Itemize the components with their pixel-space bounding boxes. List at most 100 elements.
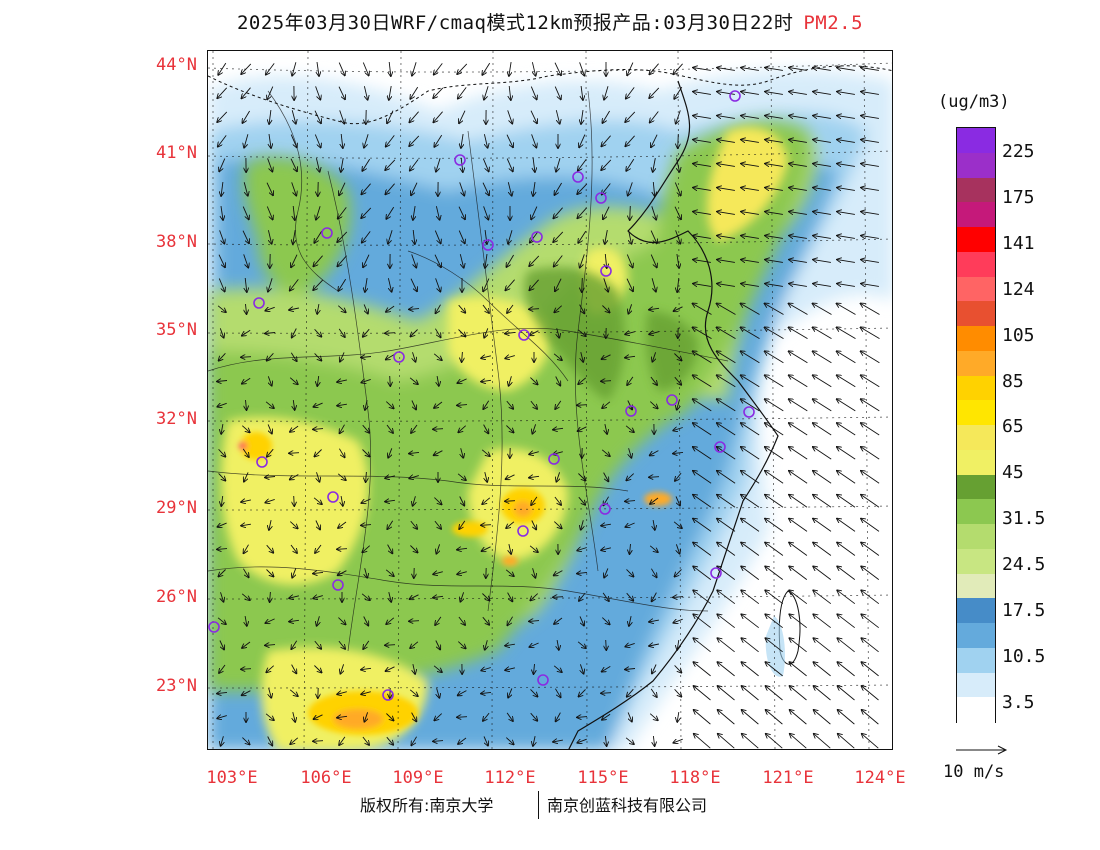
wind-arrow bbox=[484, 86, 489, 99]
wind-arrow bbox=[361, 692, 371, 695]
wind-arrow bbox=[485, 471, 487, 482]
wind-arrow bbox=[625, 111, 636, 122]
colorbar bbox=[956, 127, 996, 724]
wind-arrow bbox=[433, 741, 444, 742]
city-marker bbox=[537, 674, 549, 686]
wind-arrow bbox=[291, 640, 298, 649]
colorbar-swatch bbox=[957, 425, 995, 451]
wind-arrow bbox=[267, 158, 273, 171]
wind-arrow bbox=[554, 182, 562, 195]
wind-arrow bbox=[693, 638, 711, 653]
wind-arrow bbox=[389, 86, 391, 100]
wind-arrow bbox=[385, 645, 396, 646]
wind-arrow bbox=[765, 590, 784, 605]
wind-arrow bbox=[290, 352, 296, 361]
wind-arrow bbox=[625, 332, 635, 335]
wind-arrow bbox=[483, 736, 488, 745]
wind-arrow bbox=[553, 207, 563, 219]
wind-arrow bbox=[217, 403, 227, 406]
city-marker bbox=[666, 394, 678, 406]
city-marker bbox=[321, 227, 333, 239]
wind-arrow bbox=[366, 471, 367, 482]
wind-arrow bbox=[242, 110, 250, 123]
wind-arrow bbox=[717, 212, 735, 215]
wind-arrow bbox=[363, 328, 370, 337]
wind-arrow bbox=[813, 423, 832, 436]
wind-arrow bbox=[337, 231, 348, 242]
wind-arrow bbox=[789, 519, 808, 532]
wind-arrow bbox=[505, 332, 516, 333]
wind-arrow bbox=[411, 254, 417, 267]
wind-arrow bbox=[553, 231, 564, 242]
wind-arrow bbox=[861, 188, 879, 191]
city-marker bbox=[714, 441, 726, 453]
wind-arrow bbox=[837, 566, 856, 580]
wind-arrow bbox=[412, 62, 417, 75]
wind-arrow bbox=[814, 710, 831, 725]
wind-arrow bbox=[581, 86, 583, 100]
wind-arrow bbox=[675, 569, 682, 576]
city-marker bbox=[517, 525, 529, 537]
wind-arrow bbox=[630, 543, 631, 554]
city-marker bbox=[531, 231, 543, 243]
wind-arrow bbox=[433, 572, 443, 575]
wind-arrow bbox=[434, 254, 441, 268]
wind-arrow bbox=[293, 400, 294, 410]
wind-arrow bbox=[741, 662, 759, 677]
wind-arrow bbox=[765, 543, 784, 556]
wind-arrow bbox=[861, 543, 880, 556]
wind-arrow bbox=[221, 736, 224, 746]
wind-arrow bbox=[626, 592, 634, 601]
wind-arrow bbox=[217, 692, 228, 693]
wind-arrow bbox=[385, 476, 396, 478]
city-marker bbox=[710, 567, 722, 579]
wind-arrow bbox=[507, 616, 513, 626]
wind-arrow bbox=[625, 501, 636, 502]
wind-arrow bbox=[789, 188, 807, 191]
wind-arrow bbox=[217, 617, 226, 624]
wind-arrow bbox=[676, 110, 681, 123]
wind-arrow bbox=[554, 62, 561, 76]
wind-arrow bbox=[602, 401, 611, 408]
wind-arrow bbox=[241, 593, 250, 600]
lat-label-26n: 26°N bbox=[156, 587, 197, 607]
wind-arrow bbox=[837, 495, 856, 508]
wind-arrow bbox=[530, 110, 537, 124]
wind-arrow bbox=[554, 496, 561, 505]
wind-arrow bbox=[649, 620, 659, 622]
lon-label-121e: 121°E bbox=[762, 768, 814, 788]
wind-arrow bbox=[385, 333, 396, 334]
wind-arrow bbox=[460, 592, 463, 601]
wind-arrow bbox=[741, 140, 759, 143]
wind-arrow bbox=[313, 572, 324, 573]
wind-arrow bbox=[387, 544, 393, 554]
wind-arrow bbox=[861, 590, 880, 605]
wind-arrow bbox=[529, 309, 540, 310]
wind-arrow bbox=[765, 351, 784, 364]
lat-label-23n: 23°N bbox=[156, 676, 197, 696]
wind-arrow bbox=[625, 643, 635, 646]
wind-arrow bbox=[435, 640, 440, 650]
wind-arrow bbox=[265, 499, 275, 502]
wind-arrow bbox=[837, 284, 855, 287]
wind-arrow bbox=[268, 278, 273, 291]
wind-arrow bbox=[741, 68, 759, 71]
wind-arrow bbox=[813, 140, 831, 143]
lon-label-103e: 103°E bbox=[206, 768, 258, 788]
colorbar-swatch bbox=[957, 623, 995, 649]
wind-arrow bbox=[578, 426, 587, 431]
wind-arrow bbox=[717, 68, 735, 71]
wind-arrow bbox=[717, 614, 735, 629]
wind-arrow bbox=[362, 158, 371, 171]
wind-arrow bbox=[410, 520, 417, 529]
wind-arrow bbox=[533, 736, 535, 746]
wind-arrow bbox=[482, 593, 489, 601]
wind-arrow bbox=[457, 63, 468, 74]
wind-arrow bbox=[361, 207, 372, 218]
wind-arrow bbox=[361, 379, 371, 382]
wind-arrow bbox=[861, 68, 879, 71]
wind-arrow bbox=[837, 140, 855, 143]
colorbar-swatch bbox=[957, 598, 995, 625]
wind-arrow bbox=[789, 543, 808, 556]
wind-arrow bbox=[338, 86, 345, 100]
